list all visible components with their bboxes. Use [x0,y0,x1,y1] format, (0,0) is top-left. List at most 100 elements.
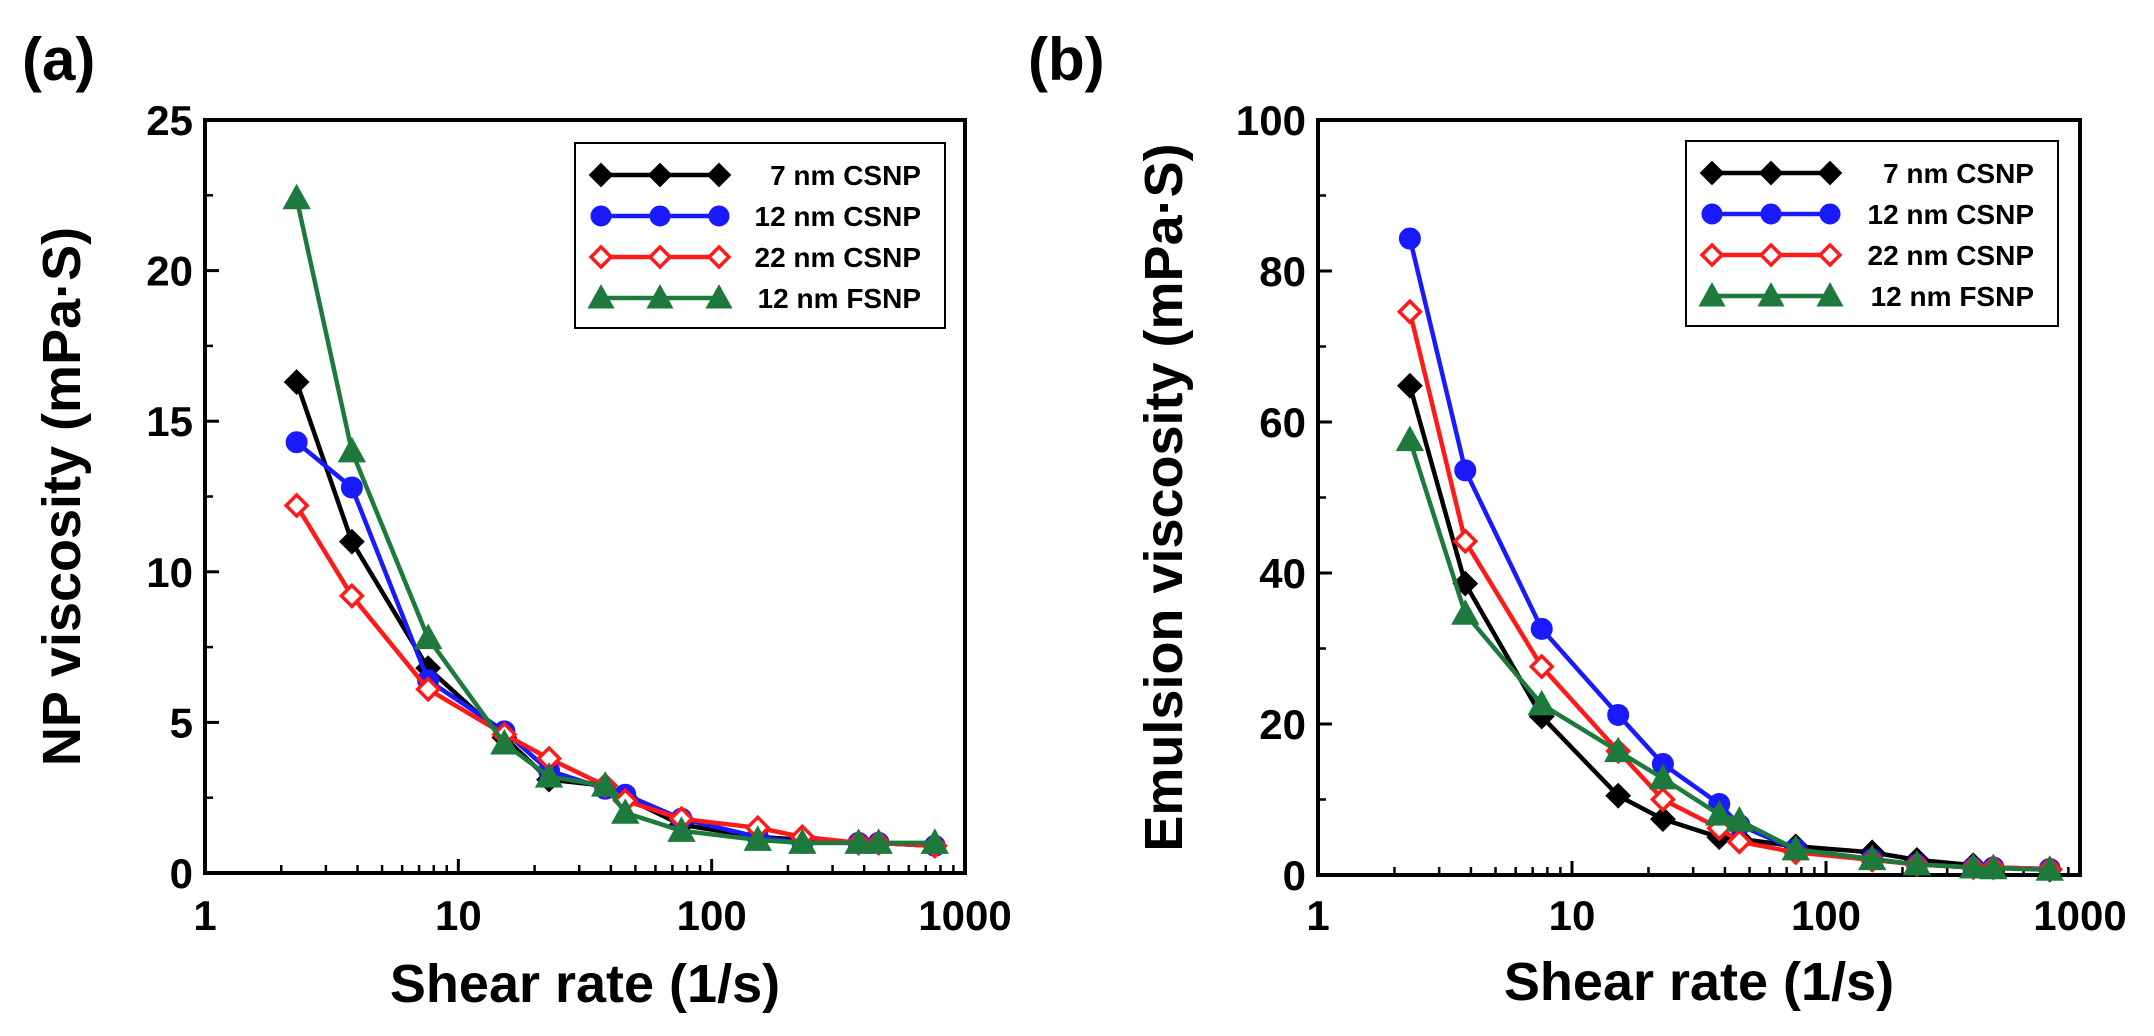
data-point [338,528,365,555]
series-12-nm-fsnp [282,183,950,854]
legend-marker [590,205,612,227]
series-line [294,381,935,849]
data-point [338,582,365,609]
data-point [864,828,893,854]
legend-marker [588,244,614,270]
legend-marker [647,244,673,270]
x-tick-label: 10 [435,892,482,939]
x-tick-label: 1000 [918,892,1011,939]
data-point [844,828,873,854]
data-point [1607,703,1630,726]
data-point [283,492,310,519]
x-tick-label: 100 [1791,892,1861,939]
data-point [1705,800,1734,826]
legend-marker [706,162,732,188]
data-point [1527,689,1556,716]
data-point [591,771,620,797]
legend: 7 nm CSNP 12 nm CSNP 22 nm CSNP 12 nm FSNP [1685,140,2059,327]
y-tick-label: 60 [1259,399,1306,446]
data-point [1396,298,1423,325]
data-point [611,798,640,824]
legend-entry-12-nm-fsnp: 12 nm FSNP [1698,281,2034,312]
data-point [1857,844,1887,871]
data-point [413,623,443,650]
legend-marker [706,244,732,270]
data-point [2035,855,2064,881]
legend-label: 7 nm CSNP [1883,158,2034,189]
legend-marker [1698,282,1726,307]
data-point [1398,227,1421,250]
legend-marker [1817,160,1843,186]
y-axis-title: Emulsion viscosity (mPa·S) [1134,143,1194,851]
y-tick-label: 10 [146,549,193,596]
data-point [1530,617,1553,640]
x-axis-title: Shear rate (1/s) [1504,952,1894,1012]
data-point [1396,372,1423,399]
legend-marker [1758,242,1784,268]
data-point [1395,425,1425,452]
data-point [283,369,310,395]
data-point [1725,806,1754,832]
legend-entry-22-nm-csnp: 22 nm CSNP [588,242,922,273]
y-tick-label: 5 [170,699,193,746]
legend-marker [1699,242,1725,268]
y-axis-title: NP viscosity (mPa·S) [32,227,92,766]
data-point [1649,786,1676,813]
legend-marker [587,284,615,309]
data-point [282,183,311,210]
x-axis-title: Shear rate (1/s) [390,954,780,1014]
y-tick-label: 40 [1259,550,1306,597]
legend-label: 22 nm CSNP [1868,240,2035,271]
legend-marker [1757,282,1785,307]
legend-marker [588,162,614,188]
data-point [337,436,367,463]
legend-entry-12-nm-csnp: 12 nm CSNP [590,201,921,232]
legend: 7 nm CSNP 12 nm CSNP 22 nm CSNP 12 nm FSNP [574,142,946,329]
data-point [1781,834,1810,861]
y-tick-label: 0 [1283,852,1306,899]
panel-label: (a) [22,26,95,93]
series-line [1407,311,2050,872]
data-point [788,828,817,854]
data-point [1452,528,1479,555]
data-point [1979,853,2008,880]
data-point [1648,763,1678,790]
x-tick-label: 100 [677,892,747,939]
x-tick-label: 1 [1306,892,1329,939]
y-tick-label: 100 [1236,97,1306,144]
y-tick-label: 15 [146,398,193,445]
data-point [285,431,308,454]
data-point [1605,782,1632,809]
legend-entry-7-nm-csnp: 7 nm CSNP [1699,158,2034,189]
legend-entry-7-nm-csnp: 7 nm CSNP [588,160,921,191]
legend-marker [1699,160,1725,186]
x-tick-label: 1000 [2033,892,2126,939]
legend-marker [1817,242,1843,268]
data-point [920,828,950,854]
panel-label: (b) [1028,26,1105,93]
data-point [1454,459,1477,482]
x-tick-label: 1 [193,892,216,939]
legend-marker [1816,282,1844,307]
y-tick-label: 20 [1259,701,1306,748]
data-point [1451,599,1480,625]
data-point [1726,828,1753,855]
legend-marker [649,205,671,227]
series-12-nm-fsnp [1395,425,2064,881]
legend-marker [1758,160,1784,186]
legend-label: 22 nm CSNP [755,242,922,273]
legend-marker [705,284,733,309]
series-22-nm-csnp [1396,298,2063,882]
legend-label: 7 nm CSNP [770,160,921,191]
legend-label: 12 nm FSNP [758,283,921,314]
legend-marker [646,284,674,309]
data-point [415,676,442,703]
legend-entry-12-nm-csnp: 12 nm CSNP [1701,199,2035,230]
legend-entry-12-nm-fsnp: 12 nm FSNP [587,283,921,314]
legend-label: 12 nm CSNP [1868,199,2035,230]
legend-marker [1701,203,1723,225]
y-tick-label: 25 [146,97,193,144]
data-point [490,728,519,755]
